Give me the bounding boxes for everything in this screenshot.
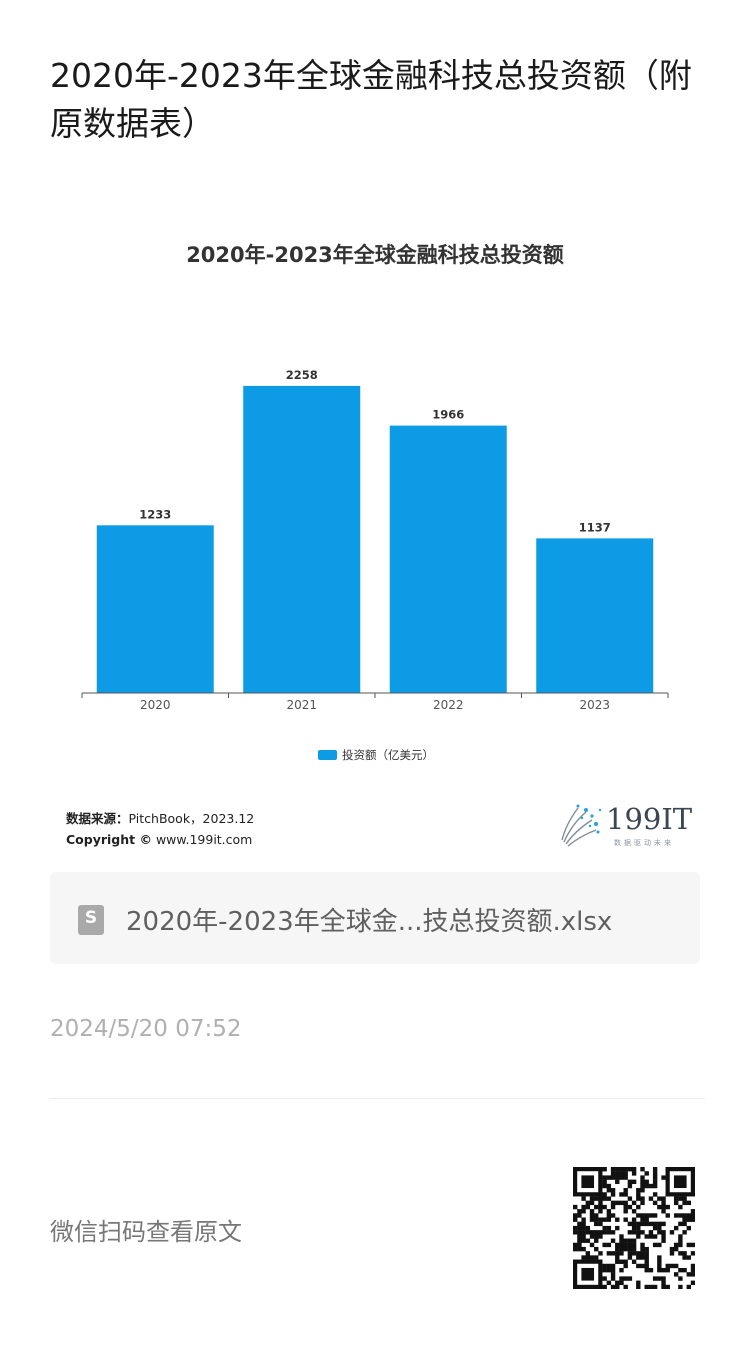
x-tick-label-2020: 2020 <box>140 698 171 712</box>
attachment-card[interactable]: S 2020年-2023年全球金...技总投资额.xlsx <box>50 872 700 964</box>
attachment-file-name[interactable]: 2020年-2023年全球金...技总投资额.xlsx <box>126 907 613 937</box>
bar-2021 <box>243 385 361 693</box>
x-tick-label-2021: 2021 <box>286 698 317 712</box>
bar-2023 <box>536 538 654 693</box>
logo-tagline: 数据驱动未来 <box>614 839 674 847</box>
legend-label: 投资额（亿美元） <box>342 748 434 762</box>
source-label: 数据来源： <box>66 811 129 826</box>
x-tick-label-2023: 2023 <box>579 698 610 712</box>
spreadsheet-file-icon: S <box>78 905 104 935</box>
data-label-2023: 1137 <box>579 520 611 534</box>
data-source: 数据来源：PitchBook，2023.12 Copyright © www.1… <box>66 808 254 850</box>
source-value: PitchBook，2023.12 <box>128 811 255 826</box>
bar-chart-svg: 1233 2020 2258 2021 1966 2022 1137 2023 投资额（亿美元） <box>81 368 669 762</box>
legend-swatch <box>318 750 337 760</box>
chart-title: 2020年-2023年全球金融科技总投资额 <box>186 243 564 267</box>
data-label-2022: 1966 <box>432 408 464 422</box>
brand-logo: 199IT 数据驱动未来 <box>556 800 696 850</box>
copyright-value: www.199it.com <box>151 832 253 847</box>
x-tick-label-2022: 2022 <box>433 698 464 712</box>
page-title: 2020年-2023年全球金融科技总投资额（附原数据表） <box>50 56 692 143</box>
bar-2022 <box>389 425 507 693</box>
logo-text: 199IT <box>606 802 693 836</box>
qr-code-icon[interactable] <box>573 1167 695 1289</box>
chart: 2020年-2023年全球金融科技总投资额 1233 2020 2258 2021 19… <box>0 215 750 855</box>
data-label-2021: 2258 <box>286 368 318 382</box>
copyright-label: Copyright © <box>66 832 152 847</box>
logo-icon <box>561 804 602 847</box>
bar-2020 <box>96 525 214 693</box>
divider <box>50 1098 705 1099</box>
publish-timestamp: 2024/5/20 07:52 <box>50 1016 242 1042</box>
file-icon-letter: S <box>84 908 98 928</box>
qr-hint-text: 微信扫码查看原文 <box>50 1218 242 1246</box>
data-label-2020: 1233 <box>139 507 171 521</box>
